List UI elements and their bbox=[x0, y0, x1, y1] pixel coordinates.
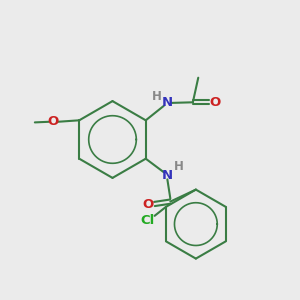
Text: N: N bbox=[162, 169, 173, 182]
Text: H: H bbox=[152, 90, 162, 103]
Text: H: H bbox=[174, 160, 184, 173]
Text: O: O bbox=[209, 96, 220, 109]
Text: N: N bbox=[162, 96, 173, 110]
Text: Cl: Cl bbox=[141, 214, 155, 227]
Text: O: O bbox=[143, 197, 154, 211]
Text: O: O bbox=[47, 115, 58, 128]
